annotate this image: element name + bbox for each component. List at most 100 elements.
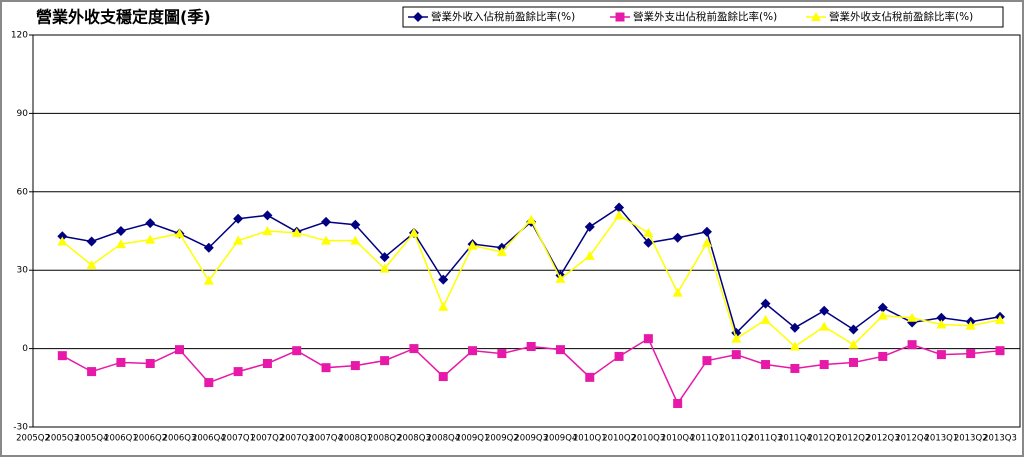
marker — [526, 342, 536, 352]
marker — [292, 346, 302, 356]
marker — [936, 350, 946, 360]
marker — [790, 363, 800, 373]
x-tick-label: 2008Q4 — [426, 434, 460, 444]
chart-title: 營業外收支穩定度圖(季) — [36, 8, 211, 27]
marker — [995, 314, 1005, 324]
marker — [761, 360, 771, 370]
marker — [115, 226, 126, 236]
x-tick-label: 2012Q4 — [895, 434, 929, 444]
marker — [175, 345, 185, 355]
legend-label: 營業外支出佔稅前盈餘比率(%) — [633, 10, 777, 23]
legend-label: 營業外收入佔稅前盈餘比率(%) — [431, 10, 575, 23]
marker — [819, 305, 830, 316]
x-tick-label: 2010Q3 — [631, 434, 665, 444]
x-tick-label: 2005Q4 — [75, 434, 109, 444]
marker — [848, 339, 859, 349]
x-tick-label: 2012Q2 — [837, 434, 871, 444]
marker — [203, 275, 214, 285]
x-tick-label: 2012Q3 — [866, 434, 900, 444]
marker — [614, 202, 625, 213]
marker — [57, 231, 68, 242]
marker — [731, 350, 741, 360]
x-tick-label: 2006Q1 — [104, 434, 138, 444]
marker — [702, 356, 712, 366]
x-tick-label: 2008Q3 — [397, 434, 431, 444]
marker — [57, 351, 67, 361]
marker — [350, 361, 360, 371]
marker — [467, 240, 478, 250]
marker — [789, 322, 800, 333]
x-tick-label: 2007Q2 — [251, 434, 285, 444]
marker — [643, 334, 653, 344]
x-tick-label: 2011Q3 — [749, 434, 783, 444]
x-tick-label: 2010Q2 — [602, 434, 636, 444]
marker — [174, 228, 185, 238]
marker — [819, 321, 830, 331]
legend: 營業外收入佔稅前盈餘比率(%) 營業外支出佔稅前盈餘比率(%) 營業外收支佔稅前盈餘… — [402, 6, 1004, 28]
marker — [86, 259, 97, 269]
x-tick-label: 2009Q4 — [544, 434, 578, 444]
marker — [526, 214, 537, 224]
marker — [204, 378, 214, 388]
marker — [672, 287, 683, 297]
marker — [811, 12, 821, 21]
marker — [321, 363, 331, 373]
marker — [379, 263, 390, 273]
marker — [672, 232, 683, 243]
marker — [409, 344, 419, 354]
marker — [116, 357, 126, 367]
marker — [87, 367, 97, 377]
marker — [614, 351, 624, 361]
marker — [555, 345, 565, 355]
y-tick-label: -30 — [13, 423, 28, 433]
marker — [643, 227, 654, 237]
marker — [995, 346, 1005, 356]
x-tick-label: 2011Q2 — [719, 434, 753, 444]
marker — [413, 12, 423, 22]
marker — [262, 210, 273, 221]
y-tick-label: 60 — [17, 187, 29, 197]
marker — [145, 218, 156, 229]
marker — [438, 301, 449, 311]
marker — [497, 349, 507, 359]
marker — [321, 216, 332, 227]
marker — [145, 358, 155, 368]
x-tick-label: 2013Q2 — [954, 434, 988, 444]
marker — [438, 372, 448, 382]
marker — [848, 324, 859, 335]
marker — [673, 398, 683, 408]
marker — [115, 239, 126, 249]
x-tick-label: 2005Q2 — [16, 434, 50, 444]
x-tick-label: 2006Q2 — [133, 434, 167, 444]
x-tick-label: 2007Q3 — [280, 434, 314, 444]
marker — [643, 237, 654, 248]
marker — [760, 314, 771, 324]
marker — [701, 237, 712, 247]
marker — [57, 236, 68, 246]
marker — [408, 227, 419, 237]
x-tick-label: 2008Q1 — [338, 434, 372, 444]
x-tick-label: 2008Q2 — [368, 434, 402, 444]
y-tick-label: 90 — [17, 109, 29, 119]
marker — [379, 252, 390, 263]
marker — [555, 273, 566, 283]
x-tick-label: 2011Q1 — [690, 434, 724, 444]
x-tick-label: 2009Q3 — [514, 434, 548, 444]
marker — [731, 333, 742, 343]
marker — [819, 360, 829, 370]
marker — [496, 246, 507, 256]
marker — [203, 242, 214, 253]
marker — [789, 341, 800, 351]
marker — [848, 357, 858, 367]
marker — [584, 221, 595, 232]
y-tick-label: 0 — [22, 344, 28, 354]
marker — [291, 227, 302, 237]
x-tick-label: 2007Q4 — [309, 434, 343, 444]
marker — [262, 358, 272, 368]
marker — [86, 236, 97, 247]
marker — [233, 367, 243, 377]
x-tick-label: 2013Q3 — [983, 434, 1017, 444]
x-tick-label: 2011Q4 — [778, 434, 812, 444]
marker — [936, 319, 947, 329]
